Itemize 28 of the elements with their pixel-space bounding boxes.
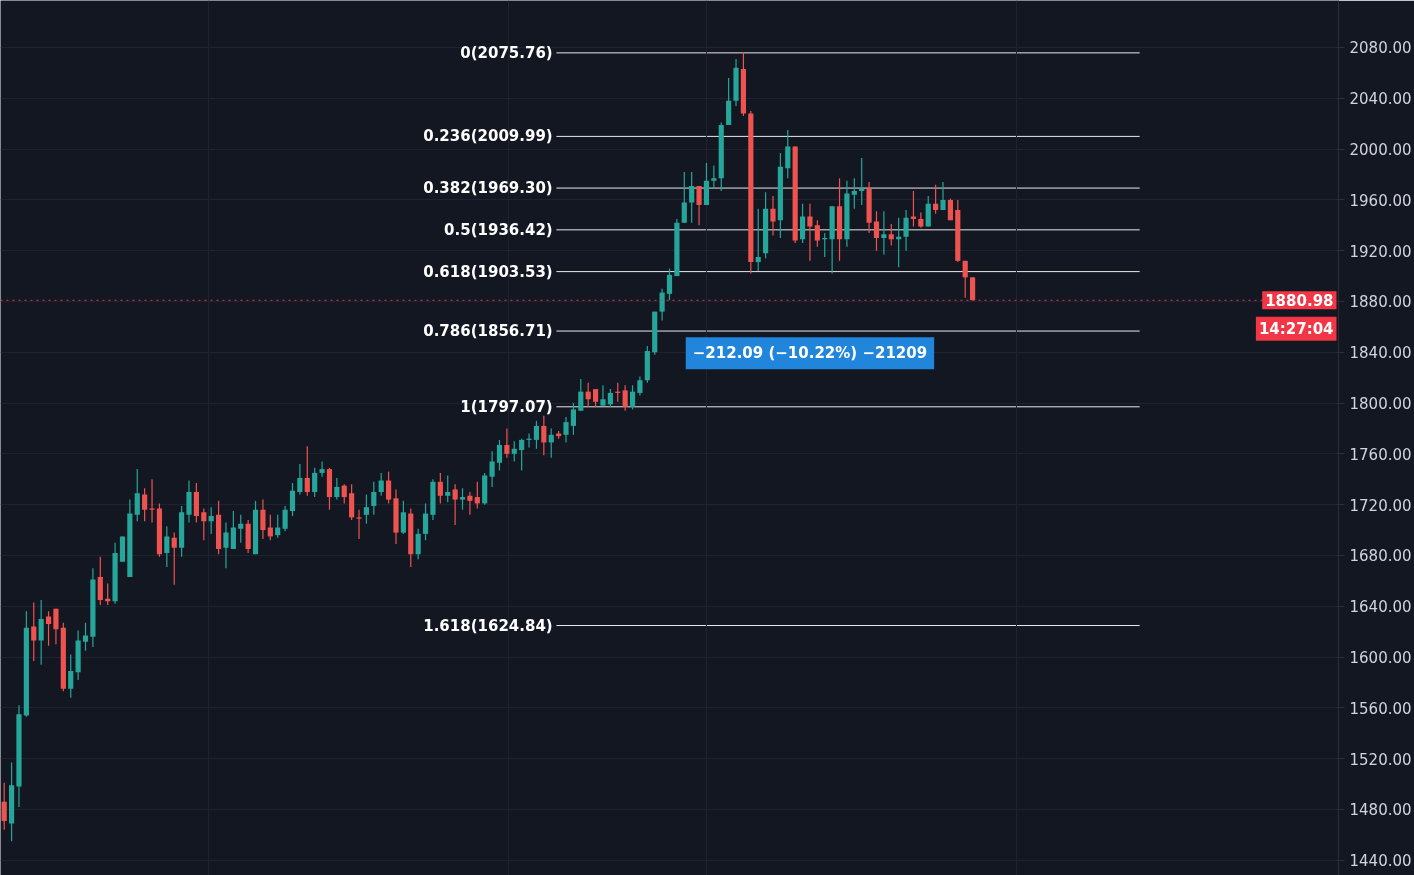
y-tick-label: 1800.00 xyxy=(1349,395,1412,414)
ref-line-label: 0.382(1969.30) xyxy=(423,179,553,198)
y-tick-label: 1440.00 xyxy=(1349,852,1412,871)
y-tick-label: 1960.00 xyxy=(1349,191,1412,210)
annotation: 14:27:04 xyxy=(1258,319,1334,338)
ref-line-label: 1.618(1624.84) xyxy=(423,616,553,635)
y-tick-label: 1600.00 xyxy=(1349,649,1412,668)
ref-line-label: 1880.98 xyxy=(1265,292,1334,311)
y-tick-label: 1480.00 xyxy=(1349,801,1412,820)
ref-line-label: 0(2075.76) xyxy=(460,43,553,62)
y-tick-label: 1920.00 xyxy=(1349,242,1412,261)
y-tick-label: 1560.00 xyxy=(1349,699,1412,718)
y-tick-label: 2080.00 xyxy=(1349,39,1412,58)
y-tick-label: 1720.00 xyxy=(1349,496,1412,515)
y-tick-label: 2040.00 xyxy=(1349,90,1412,109)
ref-line-label: 0.236(2009.99) xyxy=(423,127,553,146)
y-tick-label: 1520.00 xyxy=(1349,750,1412,769)
y-tick-label: 1760.00 xyxy=(1349,445,1412,464)
y-tick-label: 1840.00 xyxy=(1349,344,1412,363)
y-tick-label: 1680.00 xyxy=(1349,547,1412,566)
ref-line-label: 0.5(1936.42) xyxy=(444,220,553,239)
y-tick-label: 1640.00 xyxy=(1349,598,1412,617)
ref-line-label: 1(1797.07) xyxy=(460,397,553,416)
y-tick-label: 1880.00 xyxy=(1349,293,1412,312)
ref-line-label: 0.618(1903.53) xyxy=(423,262,553,281)
annotation: −212.09 (−10.22%) −21209 xyxy=(692,344,928,363)
y-tick-label: 2000.00 xyxy=(1349,141,1412,160)
ref-line-label: 0.786(1856.71) xyxy=(423,322,553,341)
